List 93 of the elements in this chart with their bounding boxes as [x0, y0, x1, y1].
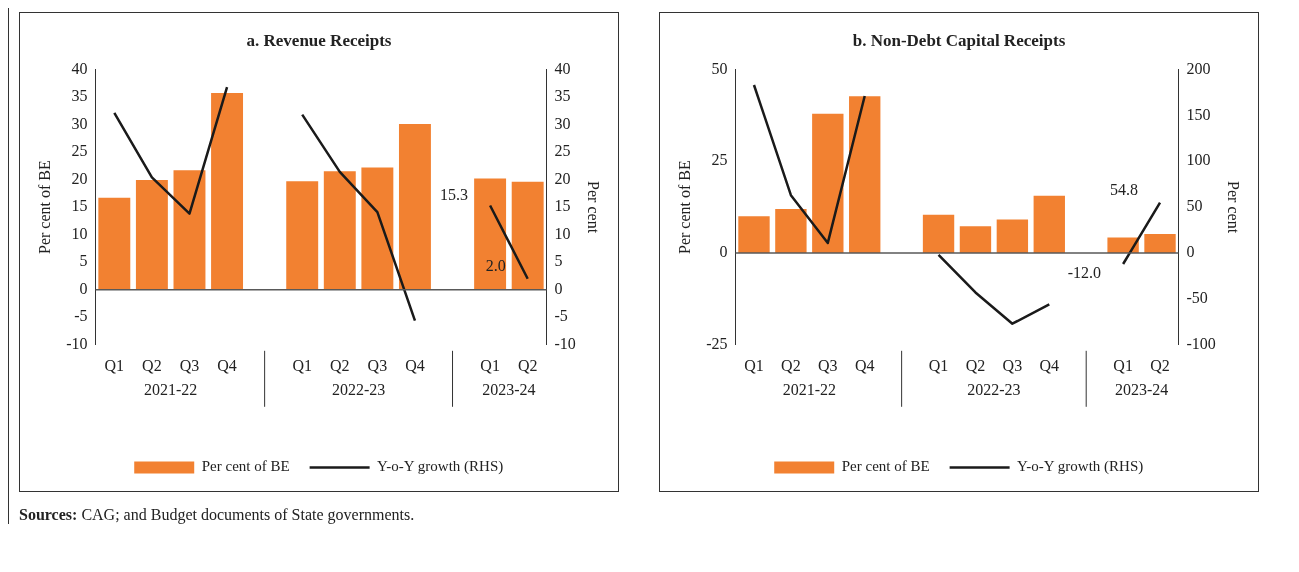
text: 2022-23 [967, 381, 1021, 398]
y2-tick-label: 10 [554, 224, 571, 242]
y2-tick-label: 40 [554, 59, 571, 77]
y2-tick-label: 30 [554, 114, 571, 132]
chart-title: a. Revenue Receipts [246, 30, 392, 50]
y-tick-label: 35 [71, 87, 88, 105]
legend-label: Y-o-Y growth (RHS) [377, 458, 504, 476]
x-tick-label: Q3 [1002, 356, 1023, 374]
x-tick-label: Q2 [330, 356, 350, 374]
y-tick-label: 0 [79, 279, 88, 297]
bar [775, 208, 807, 253]
bar [812, 113, 844, 253]
y2-tick-label: 15 [554, 197, 571, 215]
bar [1144, 233, 1176, 253]
y-tick-label: 20 [71, 169, 88, 187]
y-tick-label: 25 [711, 151, 728, 169]
source-note: Sources: CAG; and Budget documents of State governments. [19, 506, 415, 523]
y2-tick-label: 200 [1186, 59, 1211, 77]
y2-tick-label: -10 [554, 335, 576, 352]
x-tick-label: Q2 [142, 356, 162, 374]
chart-title: b. Non-Debt Capital Receipts [852, 30, 1066, 50]
text: 2023-24 [482, 381, 536, 398]
y2-tick-label: 5 [554, 252, 563, 270]
x-tick-label: Q1 [104, 356, 125, 374]
y2-axis-title: Per cent [585, 181, 603, 234]
data-label: 54.8 [1110, 180, 1139, 198]
x-tick-label: Q2 [1150, 356, 1170, 374]
bar [511, 181, 544, 290]
bar [996, 219, 1029, 253]
x-tick-label: Q3 [367, 356, 388, 374]
bar [135, 180, 168, 290]
text: 2022-23 [331, 381, 386, 398]
x-tick-label: Q4 [854, 356, 875, 374]
bar [1033, 195, 1065, 253]
data-label: 2.0 [485, 256, 506, 274]
x-tick-label: Q3 [179, 356, 200, 374]
x-tick-label: Q2 [517, 356, 538, 374]
bar [959, 226, 992, 253]
x-tick-label: Q4 [217, 356, 237, 374]
legend-label: Per cent of BE [841, 458, 930, 475]
x-tick-label: Q2 [965, 356, 986, 374]
y-tick-label: 10 [71, 224, 88, 242]
y2-tick-label: 25 [554, 142, 571, 160]
bar [398, 123, 431, 290]
bar [323, 171, 356, 290]
x-tick-label: Q1 [292, 356, 312, 374]
y-tick-label: 30 [71, 114, 88, 132]
y2-tick-label: -50 [1186, 289, 1208, 307]
legend-label: Y-o-Y growth (RHS) [1017, 458, 1144, 476]
text: 2021-22 [144, 381, 198, 398]
y2-tick-label: 0 [554, 279, 563, 297]
y-tick-label: 50 [711, 59, 728, 77]
bar [98, 197, 131, 290]
x-tick-label: Q3 [818, 356, 838, 374]
bar [849, 96, 881, 253]
y2-tick-label: 50 [1186, 197, 1203, 215]
bar [738, 216, 770, 253]
y2-tick-label: 20 [554, 169, 571, 187]
y2-tick-label: 150 [1186, 105, 1211, 123]
legend-label: Per cent of BE [201, 458, 290, 475]
x-tick-label: Q1 [480, 356, 500, 374]
x-tick-label: Q4 [405, 356, 425, 374]
y2-tick-label: 100 [1186, 151, 1211, 169]
text: 2021-22 [782, 381, 837, 398]
bar [922, 214, 955, 253]
y2-tick-label: 0 [1186, 243, 1195, 261]
y-tick-label: 0 [719, 243, 728, 261]
x-tick-label: Q1 [1113, 356, 1133, 374]
y-tick-label: 5 [79, 252, 88, 270]
y-tick-label: 15 [71, 197, 88, 215]
x-tick-label: Q1 [744, 356, 764, 374]
y2-axis-title: Per cent [1225, 181, 1243, 234]
y-tick-label: -25 [706, 335, 728, 352]
text: 2023-24 [1114, 381, 1169, 398]
y-axis-title: Per cent of BE [35, 160, 53, 254]
y-tick-label: 40 [71, 59, 88, 77]
y2-tick-label: -100 [1186, 335, 1216, 352]
x-tick-label: Q4 [1039, 356, 1060, 374]
bar [361, 167, 394, 290]
bar [474, 178, 507, 290]
y2-tick-label: -5 [554, 307, 568, 325]
bar [211, 93, 244, 290]
y-axis-title: Per cent of BE [675, 160, 693, 254]
y-tick-label: -10 [66, 335, 88, 352]
y-tick-label: 25 [71, 142, 88, 160]
y2-tick-label: 35 [554, 87, 571, 105]
x-tick-label: Q1 [928, 356, 949, 374]
y-tick-label: -5 [74, 307, 88, 325]
data-label: -12.0 [1067, 264, 1102, 282]
data-label: 15.3 [440, 185, 469, 203]
x-tick-label: Q2 [781, 356, 801, 374]
bar [173, 170, 206, 290]
bar [286, 181, 319, 290]
